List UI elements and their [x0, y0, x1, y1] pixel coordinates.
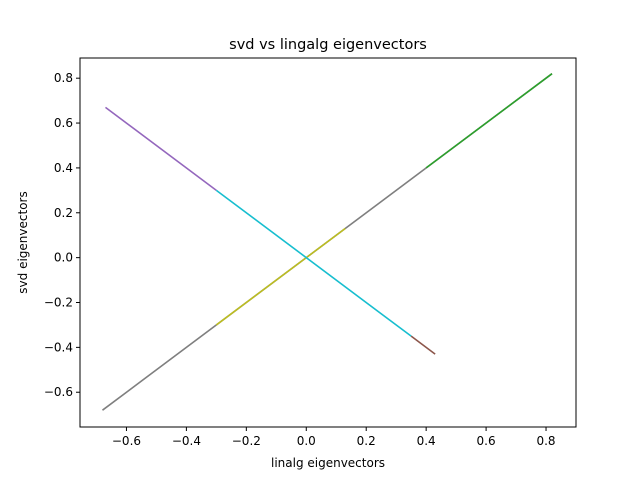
series-line-3: [425, 73, 553, 169]
x-tick-label: 0.0: [297, 434, 316, 448]
x-tick-label: 0.8: [536, 434, 555, 448]
y-tick-label: −0.2: [44, 296, 73, 310]
series-line-2: [215, 227, 346, 326]
x-tick-label: 0.2: [357, 434, 376, 448]
y-tick-label: −0.4: [44, 340, 73, 354]
y-tick-label: 0.8: [54, 71, 73, 85]
x-tick-label: 0.6: [477, 434, 496, 448]
x-tick-label: 0.4: [417, 434, 436, 448]
y-tick-label: 0.6: [54, 116, 73, 130]
x-axis-label: linalg eigenvectors: [271, 456, 385, 470]
chart-title: svd vs lingalg eigenvectors: [229, 37, 427, 53]
x-axis-ticks: −0.6 −0.4 −0.2 0.0 0.2 0.4 0.6 0.8: [112, 427, 556, 448]
y-tick-label: −0.6: [44, 385, 73, 399]
plot-frame: [79, 57, 577, 428]
y-tick-label: 0.4: [54, 161, 73, 175]
series-line-5: [215, 189, 412, 337]
y-tick-label: 0.0: [54, 251, 73, 265]
y-tick-label: 0.2: [54, 206, 73, 220]
x-tick-label: −0.2: [232, 434, 261, 448]
series-line-6: [410, 335, 436, 355]
y-axis-ticks: −0.6 −0.4 −0.2 0.0 0.2 0.4 0.6 0.8: [44, 71, 80, 399]
y-axis-label: svd eigenvectors: [16, 191, 30, 293]
series-line-4: [104, 106, 217, 191]
x-tick-label: −0.4: [172, 434, 201, 448]
series-layer: [102, 73, 553, 411]
x-tick-label: −0.6: [112, 434, 141, 448]
